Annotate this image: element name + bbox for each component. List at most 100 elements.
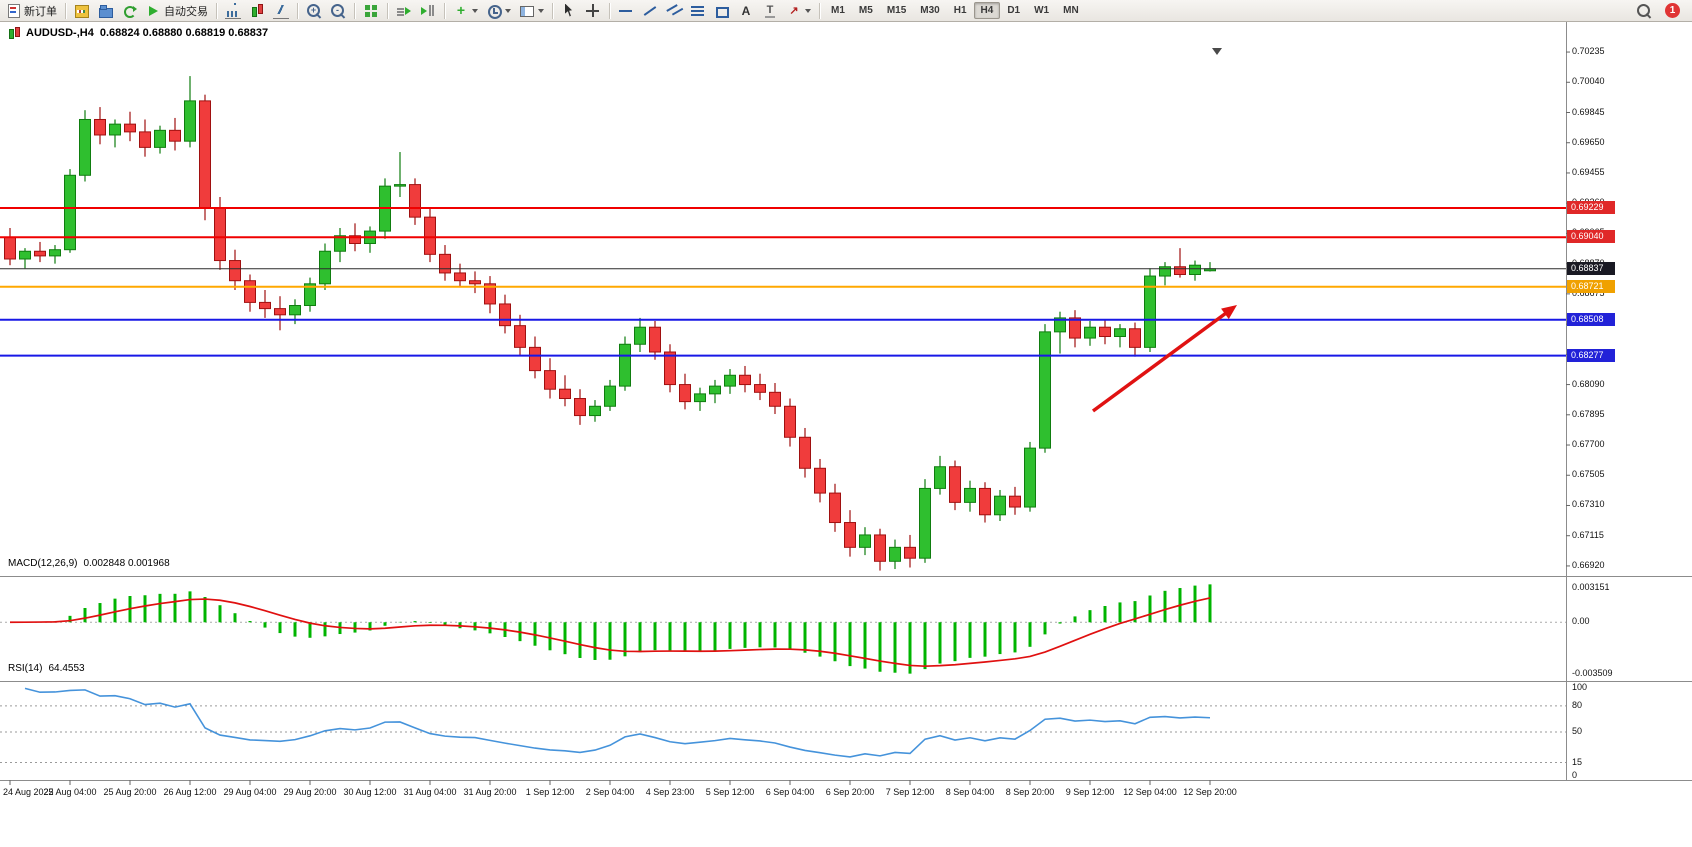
- bar-chart-icon: [225, 2, 241, 19]
- tile-windows-icon: [363, 3, 379, 19]
- shapes-button[interactable]: [710, 1, 734, 21]
- timeframe-button-mn[interactable]: MN: [1056, 2, 1086, 19]
- arrows-button[interactable]: [782, 1, 815, 21]
- toolbar-separator: [216, 2, 217, 19]
- zoom-out-icon: [330, 3, 346, 19]
- cursor-button[interactable]: [557, 1, 581, 21]
- toolbar-right: 1: [1632, 1, 1690, 21]
- chart-title: AUDUSD-,H4 0.68824 0.68880 0.68819 0.688…: [8, 27, 268, 39]
- channel-button[interactable]: [662, 1, 686, 21]
- chevron-down-icon: [538, 8, 544, 13]
- timeframe-button-m5[interactable]: M5: [852, 2, 880, 19]
- rsi-value: 64.4553: [48, 663, 85, 674]
- refresh-button[interactable]: [118, 1, 142, 21]
- templates-icon: [519, 3, 535, 19]
- toolbar-separator: [297, 2, 298, 19]
- timeframe-button-d1[interactable]: D1: [1000, 2, 1027, 19]
- search-icon: [1636, 3, 1652, 19]
- arrows-icon: [786, 3, 802, 19]
- text-label-button[interactable]: [758, 1, 782, 21]
- new-order-button-label: 新订单: [24, 5, 57, 18]
- text-icon: [738, 3, 754, 19]
- fibonacci-button[interactable]: [686, 1, 710, 21]
- horizontal-line-button[interactable]: [614, 1, 638, 21]
- rsi-label: RSI(14): [8, 663, 43, 674]
- autotrading-button-label: 自动交易: [164, 5, 208, 18]
- rsi-line: [24, 687, 1211, 758]
- timeframe-button-m30[interactable]: M30: [913, 2, 946, 19]
- timeframe-button-w1[interactable]: W1: [1027, 2, 1056, 19]
- chart-icon: [8, 27, 20, 39]
- fibonacci-icon: [690, 3, 706, 19]
- bar-chart-button[interactable]: [221, 1, 245, 21]
- chart-ohlc: 0.68824 0.68880 0.68819 0.68837: [99, 27, 269, 39]
- chevron-down-icon: [805, 8, 811, 13]
- periods-icon: [486, 3, 502, 19]
- timeframe-button-m15[interactable]: M15: [880, 2, 913, 19]
- zoom-in-icon: [306, 3, 322, 19]
- line-chart-icon: [273, 2, 289, 19]
- new-order-button[interactable]: 新订单: [2, 1, 61, 21]
- crosshair-icon: [585, 3, 601, 19]
- trend-arrow: [1091, 308, 1232, 413]
- toolbar-separator: [387, 2, 388, 19]
- zoom-in-button[interactable]: [302, 1, 326, 21]
- timeframe-button-m1[interactable]: M1: [824, 2, 852, 19]
- toolbar-separator: [609, 2, 610, 19]
- trendline-icon: [642, 3, 658, 19]
- tile-windows-button[interactable]: [359, 1, 383, 21]
- chart-shift-icon: [420, 3, 436, 19]
- macd-label: MACD(12,26,9): [8, 558, 78, 569]
- cursor-icon: [561, 3, 577, 19]
- candlestick-chart-button[interactable]: [245, 1, 269, 21]
- horizontal-line-icon: [618, 3, 634, 19]
- auto-scroll-icon: [396, 3, 412, 19]
- auto-scroll-button[interactable]: [392, 1, 416, 21]
- chart-shift-button[interactable]: [416, 1, 440, 21]
- trendline-button[interactable]: [638, 1, 662, 21]
- toolbar-separator: [65, 2, 66, 19]
- profiles-button[interactable]: [94, 1, 118, 21]
- zoom-out-button[interactable]: [326, 1, 350, 21]
- chevron-down-icon: [505, 8, 511, 13]
- macd-values: 0.002848 0.001968: [83, 558, 170, 569]
- trend-arrow-head: [1221, 305, 1237, 320]
- candlestick-chart-icon: [249, 3, 265, 19]
- chart-plot[interactable]: [0, 22, 1692, 812]
- timeframe-button-h4[interactable]: H4: [973, 2, 1001, 19]
- templates-button[interactable]: [515, 1, 548, 21]
- chart-window-icon: [74, 3, 90, 19]
- rsi-title: RSI(14) 64.4553: [8, 663, 85, 674]
- shapes-icon: [714, 3, 730, 19]
- toolbar-separator: [444, 2, 445, 19]
- macd-title: MACD(12,26,9) 0.002848 0.001968: [8, 558, 170, 569]
- text-label-icon: [762, 2, 778, 19]
- search-button[interactable]: [1632, 1, 1656, 21]
- periods-button[interactable]: [482, 1, 515, 21]
- chart-symbol-period: AUDUSD-,H4: [26, 27, 94, 39]
- indicators-button[interactable]: [449, 1, 482, 21]
- timeframe-button-h1[interactable]: H1: [947, 2, 974, 19]
- toolbar-separator: [819, 2, 820, 19]
- chevron-down-icon: [472, 8, 478, 13]
- channel-icon: [666, 3, 682, 19]
- autotrading-button[interactable]: 自动交易: [142, 1, 212, 21]
- chart-window-button[interactable]: [70, 1, 94, 21]
- text-button[interactable]: [734, 1, 758, 21]
- new-order-icon: [6, 3, 22, 19]
- notification-badge[interactable]: 1: [1665, 3, 1680, 18]
- macd-signal-line: [9, 597, 1211, 668]
- macd-histogram: [23, 584, 1212, 674]
- toolbar-separator: [552, 2, 553, 19]
- profiles-icon: [98, 3, 114, 19]
- candles-layer: [4, 76, 1216, 571]
- refresh-icon: [122, 3, 138, 19]
- crosshair-button[interactable]: [581, 1, 605, 21]
- chart-window[interactable]: AUDUSD-,H4 0.68824 0.68880 0.68819 0.688…: [0, 22, 1692, 847]
- line-chart-button[interactable]: [269, 1, 293, 21]
- toolbar-separator: [354, 2, 355, 19]
- autotrading-icon: [146, 3, 162, 19]
- shift-marker-icon: [1212, 48, 1222, 55]
